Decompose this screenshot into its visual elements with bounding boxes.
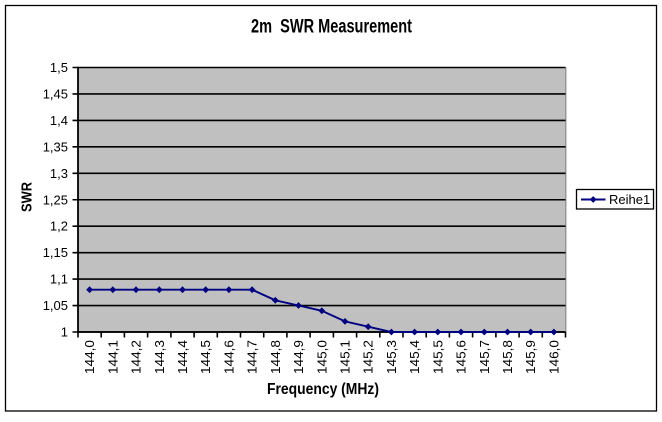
svg-text:145,1: 145,1 (338, 340, 353, 374)
svg-text:144,6: 144,6 (221, 340, 236, 374)
svg-text:144,8: 144,8 (268, 340, 283, 374)
svg-text:1,2: 1,2 (50, 219, 68, 234)
svg-text:144,7: 144,7 (245, 340, 260, 374)
svg-text:1,05: 1,05 (43, 298, 68, 313)
svg-text:145,9: 145,9 (523, 340, 538, 374)
svg-text:144,3: 144,3 (152, 340, 167, 374)
svg-text:144,5: 144,5 (198, 340, 213, 374)
svg-text:145,2: 145,2 (361, 340, 376, 374)
svg-text:145,7: 145,7 (477, 340, 492, 374)
svg-text:145,8: 145,8 (500, 340, 515, 374)
svg-text:Reihe1: Reihe1 (609, 192, 650, 207)
svg-text:1,5: 1,5 (50, 60, 68, 75)
svg-text:1,45: 1,45 (43, 86, 68, 101)
svg-text:145,3: 145,3 (384, 340, 399, 374)
svg-text:1,3: 1,3 (50, 166, 68, 181)
svg-text:144,9: 144,9 (291, 340, 306, 374)
svg-text:1,35: 1,35 (43, 139, 68, 154)
svg-text:1,25: 1,25 (43, 192, 68, 207)
svg-text:144,4: 144,4 (175, 340, 190, 374)
svg-text:1,1: 1,1 (50, 272, 68, 287)
svg-text:Frequency (MHz): Frequency (MHz) (267, 381, 379, 398)
svg-text:146,0: 146,0 (546, 340, 561, 374)
svg-text:1,15: 1,15 (43, 245, 68, 260)
svg-text:1: 1 (61, 325, 68, 340)
svg-text:145,4: 145,4 (407, 340, 422, 374)
svg-text:145,6: 145,6 (454, 340, 469, 374)
svg-text:2m SWR Measurement: 2m SWR Measurement (251, 17, 413, 38)
svg-text:144,1: 144,1 (105, 340, 120, 374)
svg-text:1,4: 1,4 (50, 113, 68, 128)
svg-text:145,0: 145,0 (314, 340, 329, 374)
svg-text:SWR: SWR (19, 182, 36, 212)
svg-text:144,0: 144,0 (82, 340, 97, 374)
svg-text:144,2: 144,2 (129, 340, 144, 374)
svg-text:145,5: 145,5 (430, 340, 445, 374)
